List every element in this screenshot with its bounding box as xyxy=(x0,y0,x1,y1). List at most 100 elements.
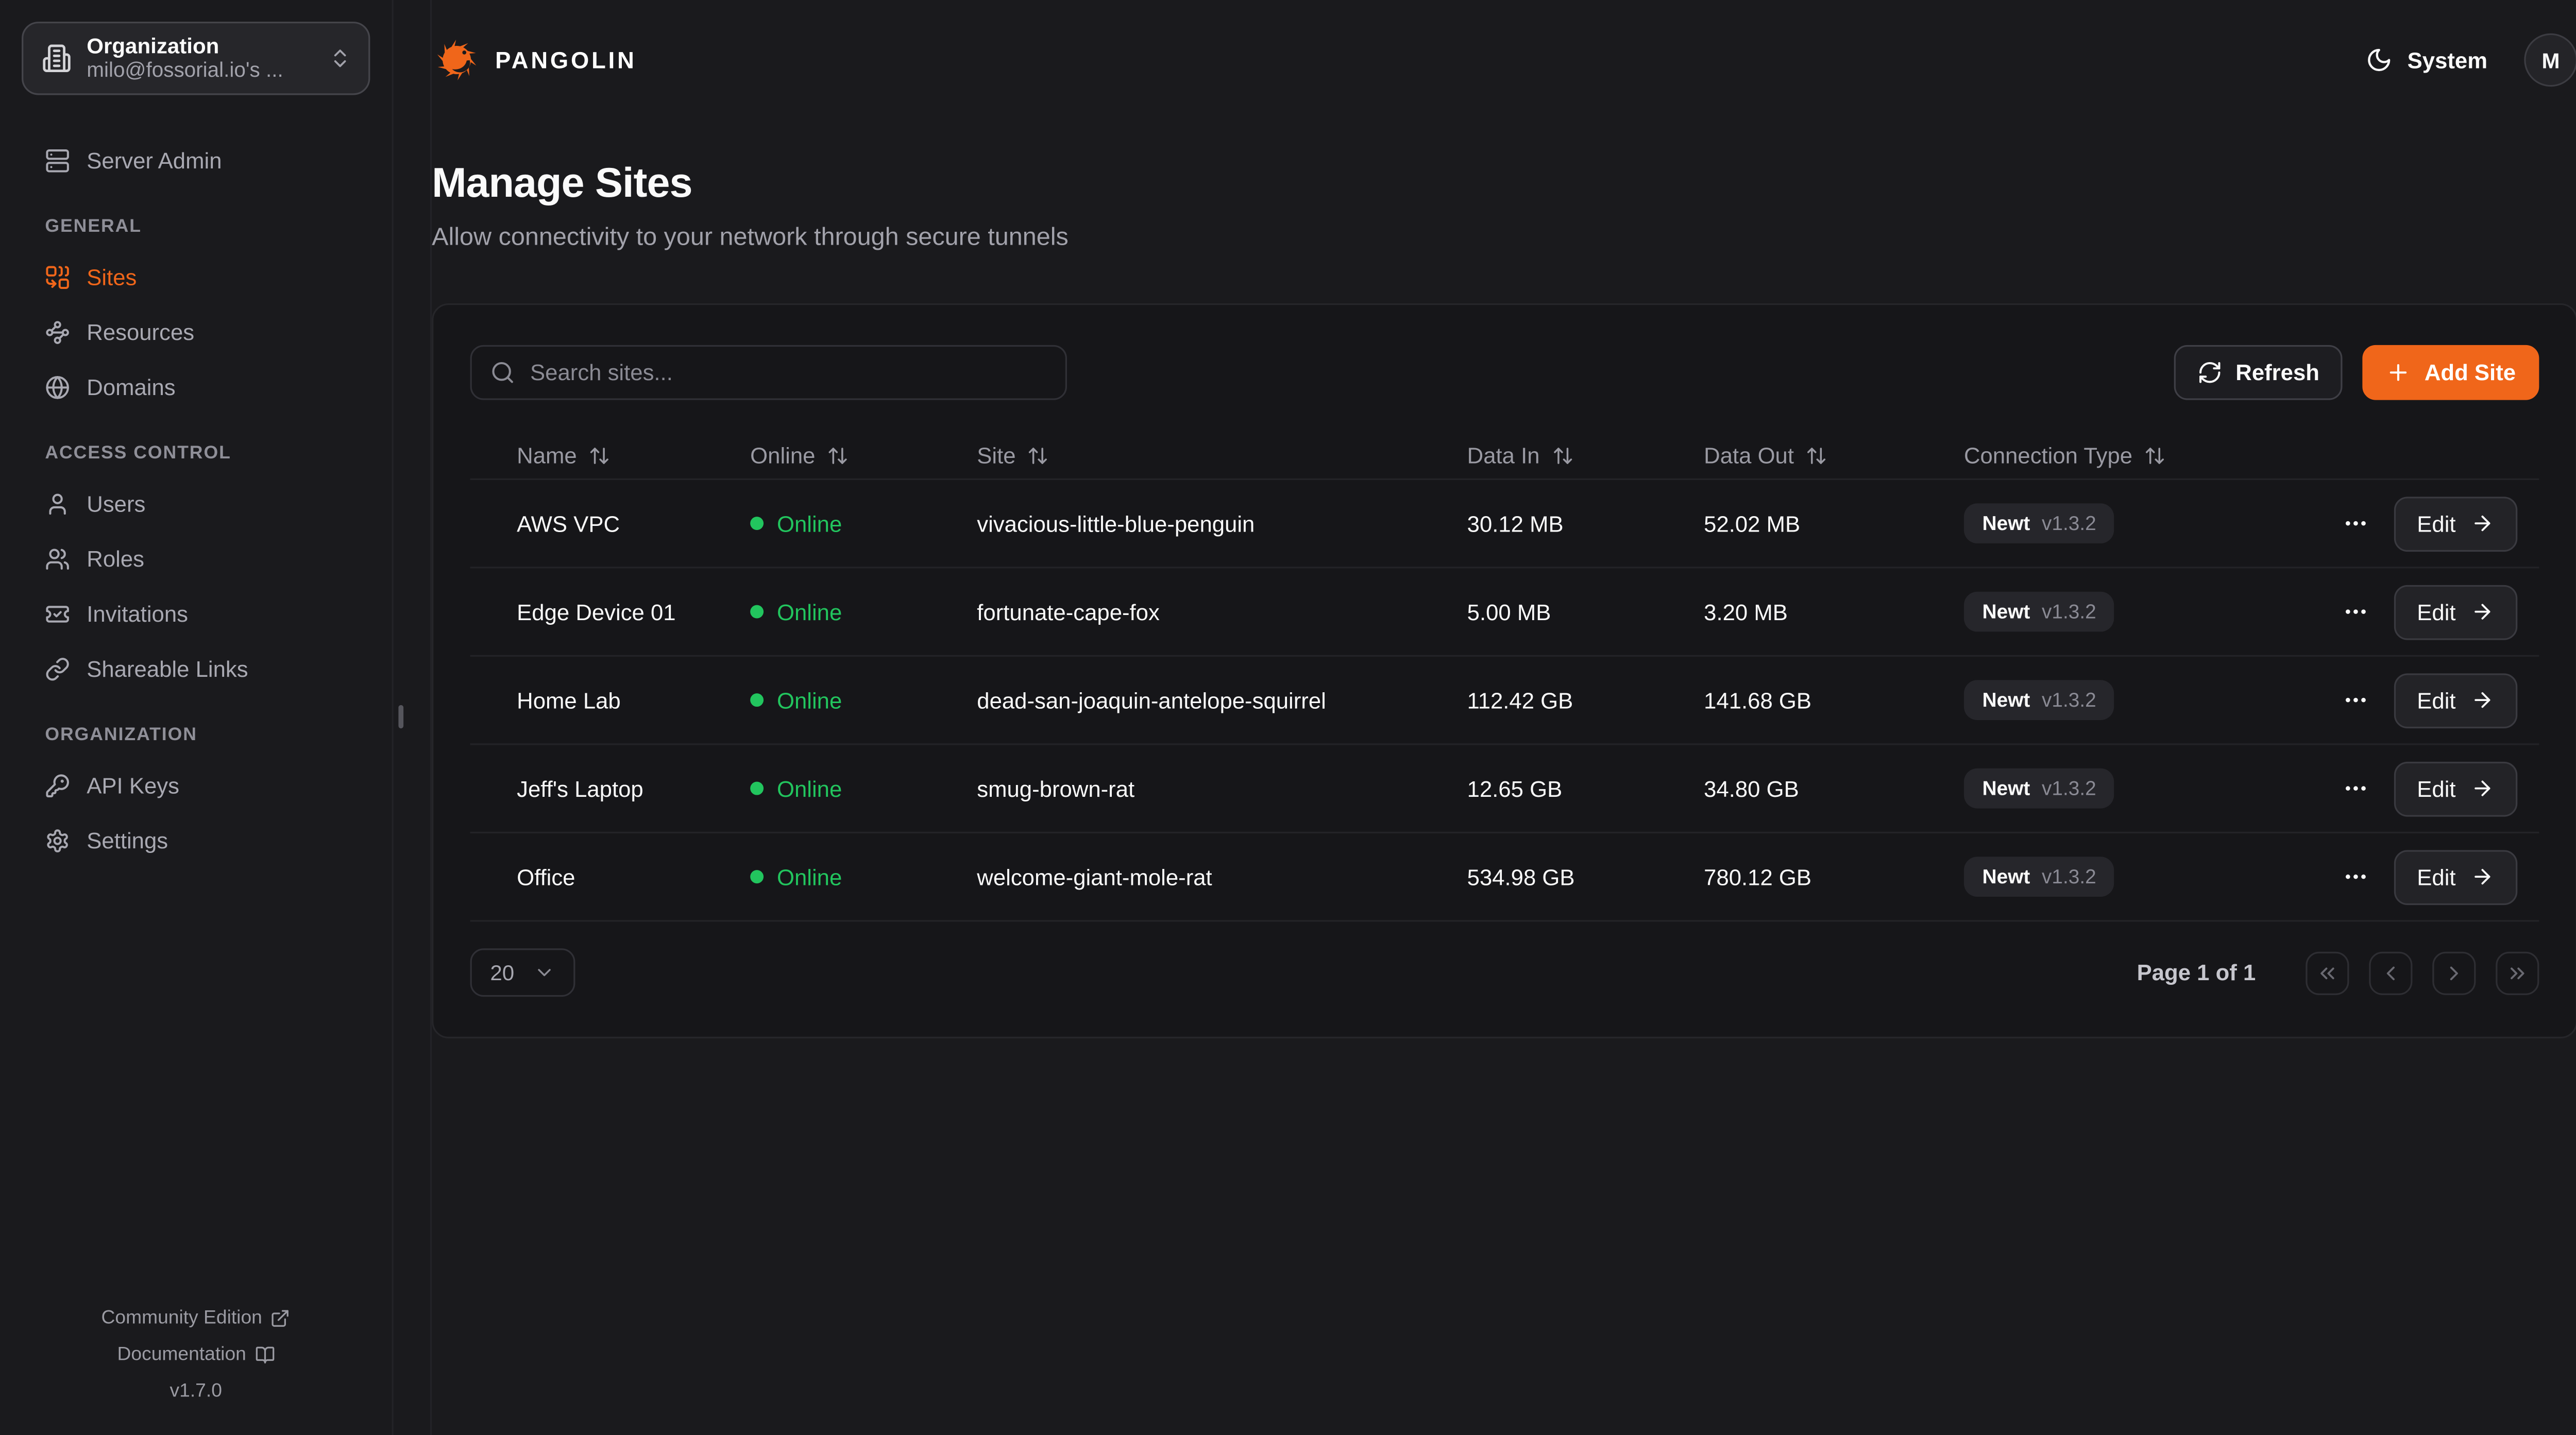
sidebar-item-label: Shareable Links xyxy=(87,656,248,681)
refresh-button[interactable]: Refresh xyxy=(2174,345,2343,400)
combine-icon xyxy=(46,265,69,288)
search-icon xyxy=(492,362,513,383)
site-name: Office xyxy=(517,864,575,890)
site-id: vivacious-little-blue-penguin xyxy=(977,510,1255,536)
sidebar-resize-handle[interactable] xyxy=(398,705,404,729)
sidebar-item-resources[interactable]: Resources xyxy=(22,310,370,353)
community-edition-link[interactable]: Community Edition xyxy=(22,1300,370,1337)
site-id: smug-brown-rat xyxy=(977,776,1135,801)
edit-button[interactable]: Edit xyxy=(2393,496,2518,551)
arrow-right-icon xyxy=(2475,515,2490,532)
sidebar-item-label: Roles xyxy=(87,545,144,571)
sidebar-resize-rail xyxy=(394,0,430,1435)
column-header-connection-type[interactable]: Connection Type xyxy=(1917,442,2327,468)
gear-icon xyxy=(45,828,70,853)
arrow-up-down-icon xyxy=(590,447,608,464)
row-menu-button[interactable] xyxy=(2342,775,2369,802)
external-link-icon xyxy=(272,1310,289,1327)
pager-chevron-right-button[interactable] xyxy=(2432,951,2476,995)
column-header-data-out[interactable]: Data Out xyxy=(1657,442,1918,468)
arrow-up-down-icon xyxy=(828,447,847,464)
documentation-link[interactable]: Documentation xyxy=(22,1337,370,1373)
globe-icon xyxy=(45,374,70,399)
pager-chevrons-left-button[interactable] xyxy=(2306,951,2349,995)
book-open-icon xyxy=(255,1346,274,1364)
sidebar-item-shareable-links[interactable]: Shareable Links xyxy=(22,647,370,690)
chevron-right-icon xyxy=(2450,965,2458,980)
column-header-data-in[interactable]: Data In xyxy=(1420,442,1657,468)
row-menu-button[interactable] xyxy=(2342,510,2369,537)
connection-type-badge: Newt v1.3.2 xyxy=(1963,768,2115,809)
site-id: fortunate-cape-fox xyxy=(977,599,1160,624)
sidebar-nav: Server Admin GENERAL Sites Resources Domain… xyxy=(22,139,370,874)
building-icon xyxy=(42,43,72,73)
online-dot-icon xyxy=(750,870,764,884)
row-menu-button[interactable] xyxy=(2342,599,2369,625)
column-header-online[interactable]: Online xyxy=(704,442,930,468)
data-out: 141.68 GB xyxy=(1704,687,1812,713)
gear-icon xyxy=(47,828,68,852)
topbar: PANGOLIN System M xyxy=(432,0,2576,120)
page-size-select[interactable]: 20 xyxy=(470,948,576,997)
sidebar-section-heading: ACCESS CONTROL xyxy=(45,443,231,464)
refresh-icon xyxy=(2197,360,2223,385)
moon-icon xyxy=(2366,47,2393,74)
chevrons-up-down-icon xyxy=(328,47,351,70)
data-in: 30.12 MB xyxy=(1467,510,1564,536)
avatar[interactable]: M xyxy=(2524,33,2576,87)
site-name: Home Lab xyxy=(517,687,621,713)
row-menu-button[interactable] xyxy=(2342,687,2369,713)
chevron-down-icon xyxy=(534,962,556,983)
sidebar-item-api-keys[interactable]: API Keys xyxy=(22,763,370,807)
row-menu-button[interactable] xyxy=(2342,863,2369,890)
sidebar-item-roles[interactable]: Roles xyxy=(22,537,370,580)
edit-button[interactable]: Edit xyxy=(2393,761,2518,816)
pangolin-logo-icon xyxy=(437,40,477,80)
page-subtitle: Allow connectivity to your network throu… xyxy=(432,223,1069,252)
sidebar-item-sites[interactable]: Sites xyxy=(22,255,370,298)
sidebar-item-settings[interactable]: Settings xyxy=(22,818,370,862)
site-name: AWS VPC xyxy=(517,510,620,536)
pager-chevron-left-button[interactable] xyxy=(2369,951,2413,995)
add-site-button[interactable]: Add Site xyxy=(2363,345,2539,400)
table-row: Office Online welcome-giant-mole-rat 534.98… xyxy=(470,833,2539,922)
sidebar-item-domains[interactable]: Domains xyxy=(22,365,370,408)
arrow-up-down-icon xyxy=(1806,444,1827,466)
column-header-site[interactable]: Site xyxy=(930,442,1420,468)
online-dot-icon xyxy=(750,517,764,531)
online-dot-icon xyxy=(750,781,764,795)
arrow-right-icon xyxy=(2475,869,2490,885)
edit-button[interactable]: Edit xyxy=(2393,849,2518,904)
edit-button[interactable]: Edit xyxy=(2393,672,2518,728)
sidebar-section-heading: ORGANIZATION xyxy=(45,725,197,745)
site-name: Jeff's Laptop xyxy=(517,776,643,801)
data-out: 34.80 GB xyxy=(1704,776,1799,801)
column-header-name[interactable]: Name xyxy=(470,442,704,468)
sidebar-item-label: Users xyxy=(87,490,146,516)
chevron-left-icon xyxy=(2386,965,2395,980)
data-out: 780.12 GB xyxy=(1704,864,1812,890)
arrow-up-down-icon xyxy=(1551,444,1573,466)
search-icon xyxy=(490,360,515,385)
sidebar-section-heading: GENERAL xyxy=(45,216,142,237)
search-input[interactable] xyxy=(530,360,1047,385)
arrow-up-down-icon xyxy=(1807,447,1826,464)
table-row: Home Lab Online dead-san-joaquin-antelope-… xyxy=(470,657,2539,745)
sidebar-item-server-admin[interactable]: Server Admin xyxy=(22,139,370,182)
table-header: Name Online Site Data In Data Out Connection … xyxy=(470,432,2539,480)
page-status: Page 1 of 1 xyxy=(2137,960,2256,985)
globe-icon xyxy=(46,375,69,398)
site-id: dead-san-joaquin-antelope-squirrel xyxy=(977,687,1326,713)
sidebar-item-invitations[interactable]: Invitations xyxy=(22,592,370,635)
data-out: 52.02 MB xyxy=(1704,510,1801,536)
edit-button[interactable]: Edit xyxy=(2393,584,2518,639)
combine-icon xyxy=(45,264,70,289)
pager-chevrons-right-button[interactable] xyxy=(2496,951,2539,995)
online-dot-icon xyxy=(750,693,764,707)
online-status: Online xyxy=(750,776,930,801)
sidebar-item-users[interactable]: Users xyxy=(22,482,370,525)
org-selector[interactable]: Organization milo@fossorial.io's ... xyxy=(22,22,370,95)
online-status: Online xyxy=(750,599,930,624)
theme-toggle[interactable]: System xyxy=(2366,47,2487,74)
brand-name: PANGOLIN xyxy=(495,46,637,74)
